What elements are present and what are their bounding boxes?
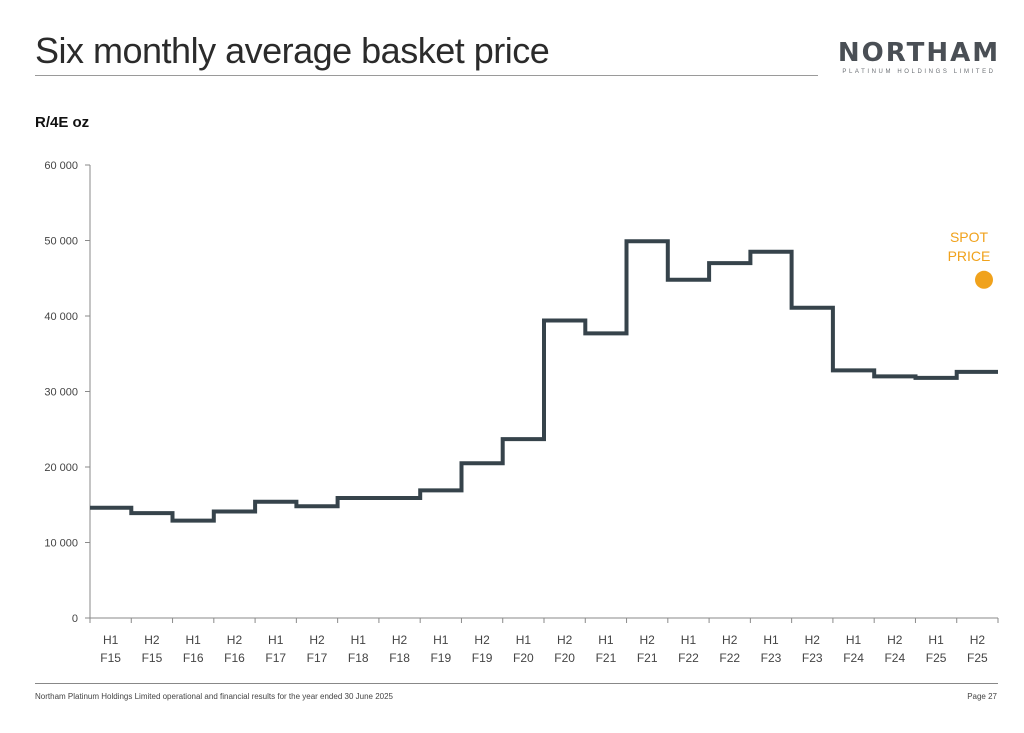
y-tick-label: 20 000 xyxy=(44,462,78,474)
x-tick-label-half: H1 xyxy=(681,633,697,647)
y-tick-label: 50 000 xyxy=(44,236,78,248)
footer-caption: Northam Platinum Holdings Limited operat… xyxy=(35,692,393,701)
page-title: Six monthly average basket price xyxy=(35,30,550,71)
x-tick-label-half: H2 xyxy=(392,633,408,647)
x-tick-label-half: H1 xyxy=(928,633,944,647)
y-tick-label: 60 000 xyxy=(44,160,78,172)
x-tick-label-year: F25 xyxy=(926,651,947,665)
spot-price-label-line2: PRICE xyxy=(948,248,991,264)
x-tick-label-half: H2 xyxy=(722,633,738,647)
x-tick-label-half: H2 xyxy=(970,633,986,647)
logo-wordmark: NORTHAM xyxy=(837,38,1001,68)
x-tick-label-year: F19 xyxy=(472,651,493,665)
spot-price-annotation: SPOT PRICE xyxy=(948,229,993,289)
y-tick-label: 30 000 xyxy=(44,387,78,399)
footer-divider xyxy=(35,683,998,684)
chart-series xyxy=(90,239,998,523)
x-tick-label-half: H2 xyxy=(557,633,573,647)
x-tick-label-year: F17 xyxy=(265,651,286,665)
x-tick-label-year: F24 xyxy=(884,651,905,665)
y-tick-label: 10 000 xyxy=(44,538,78,550)
x-tick-label-half: H2 xyxy=(887,633,903,647)
x-tick-label-year: F23 xyxy=(802,651,823,665)
x-tick-label-half: H1 xyxy=(103,633,119,647)
x-tick-label-half: H1 xyxy=(846,633,862,647)
x-tick-label-year: F18 xyxy=(389,651,410,665)
spot-price-label-line1: SPOT xyxy=(950,229,989,245)
x-tick-label-half: H2 xyxy=(227,633,243,647)
x-tick-label-year: F15 xyxy=(100,651,121,665)
x-tick-label-year: F22 xyxy=(678,651,699,665)
x-tick-label-year: F19 xyxy=(430,651,451,665)
x-tick-label-half: H2 xyxy=(309,633,325,647)
x-tick-label-year: F20 xyxy=(554,651,575,665)
x-tick-label-half: H1 xyxy=(763,633,779,647)
x-tick-label-half: H1 xyxy=(268,633,284,647)
y-axis-unit-label: R/4E oz xyxy=(35,114,90,131)
x-tick-label-year: F22 xyxy=(719,651,740,665)
x-tick-label-half: H2 xyxy=(144,633,160,647)
title-underline xyxy=(35,75,818,76)
northam-logo: NORTHAM PLATINUM HOLDINGS LIMITED xyxy=(836,40,1002,75)
x-tick-label-half: H1 xyxy=(433,633,449,647)
x-tick-label-half: H1 xyxy=(351,633,367,647)
x-tick-label-year: F16 xyxy=(224,651,245,665)
y-tick-label: 0 xyxy=(72,613,78,625)
spot-price-marker xyxy=(975,270,993,289)
x-tick-label-year: F24 xyxy=(843,651,864,665)
x-tick-label-half: H1 xyxy=(516,633,532,647)
x-tick-label-year: F18 xyxy=(348,651,369,665)
x-tick-label-half: H2 xyxy=(640,633,656,647)
x-tick-label-year: F25 xyxy=(967,651,988,665)
x-tick-label-year: F20 xyxy=(513,651,534,665)
page-number: Page 27 xyxy=(967,692,997,701)
x-tick-label-year: F21 xyxy=(596,651,617,665)
x-tick-label-half: H1 xyxy=(598,633,614,647)
basket-price-step-line xyxy=(90,239,998,523)
x-tick-label-year: F16 xyxy=(183,651,204,665)
x-tick-label-year: F15 xyxy=(142,651,163,665)
x-tick-label-half: H1 xyxy=(186,633,202,647)
x-tick-label-half: H2 xyxy=(805,633,821,647)
logo-subtitle: PLATINUM HOLDINGS LIMITED xyxy=(842,69,996,75)
y-tick-label: 40 000 xyxy=(44,311,78,323)
x-tick-label-year: F17 xyxy=(307,651,328,665)
x-tick-label-year: F23 xyxy=(761,651,782,665)
x-tick-label-half: H2 xyxy=(474,633,490,647)
chart-axes: 0 10 000 20 000 30 000 40 000 50 000 60 000 H1 F… xyxy=(44,160,999,665)
x-tick-label-year: F21 xyxy=(637,651,658,665)
